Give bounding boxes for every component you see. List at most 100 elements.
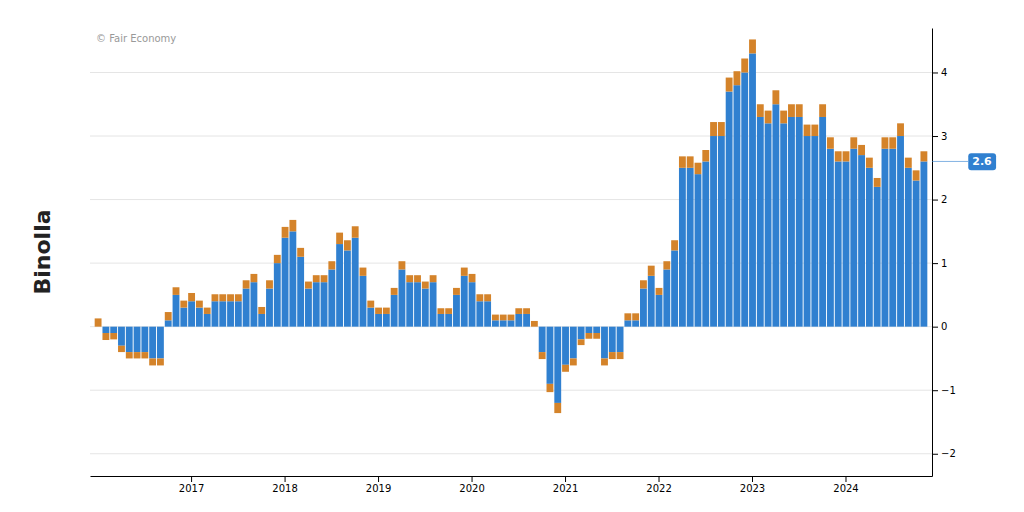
bar-tip xyxy=(118,346,125,352)
x-tick: 2023 xyxy=(740,476,765,494)
bar xyxy=(835,161,842,326)
bar xyxy=(547,327,554,384)
bar xyxy=(406,282,413,326)
y-tick-label: 1 xyxy=(941,258,947,269)
bar-tip xyxy=(188,293,195,301)
bar-tip xyxy=(585,333,592,339)
bar xyxy=(593,327,600,333)
bar xyxy=(804,136,811,327)
bar-tip xyxy=(718,122,725,136)
x-tick-label: 2024 xyxy=(833,483,858,494)
bar-tip xyxy=(289,220,296,231)
bar xyxy=(235,301,242,326)
value-marker-label: 2.6 xyxy=(972,155,992,168)
bar xyxy=(173,295,180,327)
bar-tip xyxy=(570,358,577,365)
bar-tip xyxy=(811,125,818,136)
x-tick-label: 2022 xyxy=(646,483,671,494)
bar-tip xyxy=(562,365,569,372)
plot: 20172018201920202021202220232024−2−10123… xyxy=(90,29,956,495)
bar-tip xyxy=(554,403,561,413)
y-tick-mark xyxy=(932,454,938,455)
bar xyxy=(430,282,437,326)
bar xyxy=(204,314,211,327)
bar-tip xyxy=(702,150,709,161)
bar xyxy=(656,295,663,327)
bar-tip xyxy=(578,339,585,345)
x-tick-mark xyxy=(659,476,660,482)
bar xyxy=(266,289,273,327)
bar-tip xyxy=(399,261,406,269)
x-tick: 2017 xyxy=(179,476,204,494)
y-tick-label: 4 xyxy=(941,67,947,78)
bar xyxy=(165,320,172,326)
bar xyxy=(874,187,881,327)
bar xyxy=(212,301,219,326)
bar-tip xyxy=(422,282,429,289)
bar-tip xyxy=(484,294,491,301)
bars xyxy=(95,39,928,413)
x-tick-mark xyxy=(378,476,379,482)
brand: Binolla xyxy=(30,209,55,294)
y-tick-label: 2 xyxy=(941,194,947,205)
bar-tip xyxy=(274,255,281,263)
x-tick: 2022 xyxy=(646,476,671,494)
bar-tip xyxy=(227,294,234,301)
bar xyxy=(687,168,694,327)
bar xyxy=(305,289,312,327)
y-tick-mark xyxy=(932,136,938,137)
x-tick-label: 2017 xyxy=(179,483,204,494)
bar xyxy=(118,327,125,346)
bar xyxy=(134,327,141,352)
bar-tip xyxy=(250,274,257,282)
bar-tip xyxy=(772,90,779,104)
bar-tip xyxy=(141,352,148,358)
bar-tip xyxy=(609,352,616,359)
bar xyxy=(282,238,289,327)
bar-tip xyxy=(749,39,756,53)
bar xyxy=(321,282,328,326)
bar-tip xyxy=(874,178,881,187)
y-tick-mark xyxy=(932,327,938,328)
x-tick-mark xyxy=(845,476,846,482)
bar-tip xyxy=(305,282,312,289)
grid-line xyxy=(90,390,932,391)
bar xyxy=(671,250,678,326)
bar-tip xyxy=(913,170,920,180)
bar-tip xyxy=(920,151,927,161)
bar xyxy=(913,181,920,327)
bar-tip xyxy=(531,321,538,327)
bar-tip xyxy=(663,261,670,269)
bar xyxy=(663,269,670,326)
bar xyxy=(632,320,639,326)
x-tick-mark xyxy=(565,476,566,482)
bar xyxy=(313,282,320,326)
bar-tip xyxy=(515,308,522,314)
value-marker-box xyxy=(968,153,996,170)
bar xyxy=(461,276,468,327)
bar xyxy=(149,327,156,359)
bar-tip xyxy=(149,358,156,365)
bar-tip xyxy=(905,158,912,168)
bar-tip xyxy=(437,308,444,314)
bar-tip xyxy=(414,275,421,282)
y-tick-label: 3 xyxy=(941,131,947,142)
bar-tip xyxy=(593,333,600,339)
bar-tip xyxy=(648,266,655,276)
bar xyxy=(352,238,359,327)
bar xyxy=(500,320,507,326)
bar-tip xyxy=(882,137,889,148)
y-tick-label: 0 xyxy=(941,321,947,332)
bar-tip xyxy=(352,226,359,237)
bar-tip xyxy=(102,333,109,340)
bar xyxy=(757,117,764,327)
bar-tip xyxy=(469,274,476,282)
bar-tip xyxy=(173,287,180,295)
bar xyxy=(749,53,756,326)
bar xyxy=(102,327,109,333)
grid xyxy=(90,72,932,453)
bar xyxy=(679,168,686,327)
bar xyxy=(469,282,476,326)
bar-tip xyxy=(110,333,117,339)
x-tick: 2021 xyxy=(553,476,578,494)
